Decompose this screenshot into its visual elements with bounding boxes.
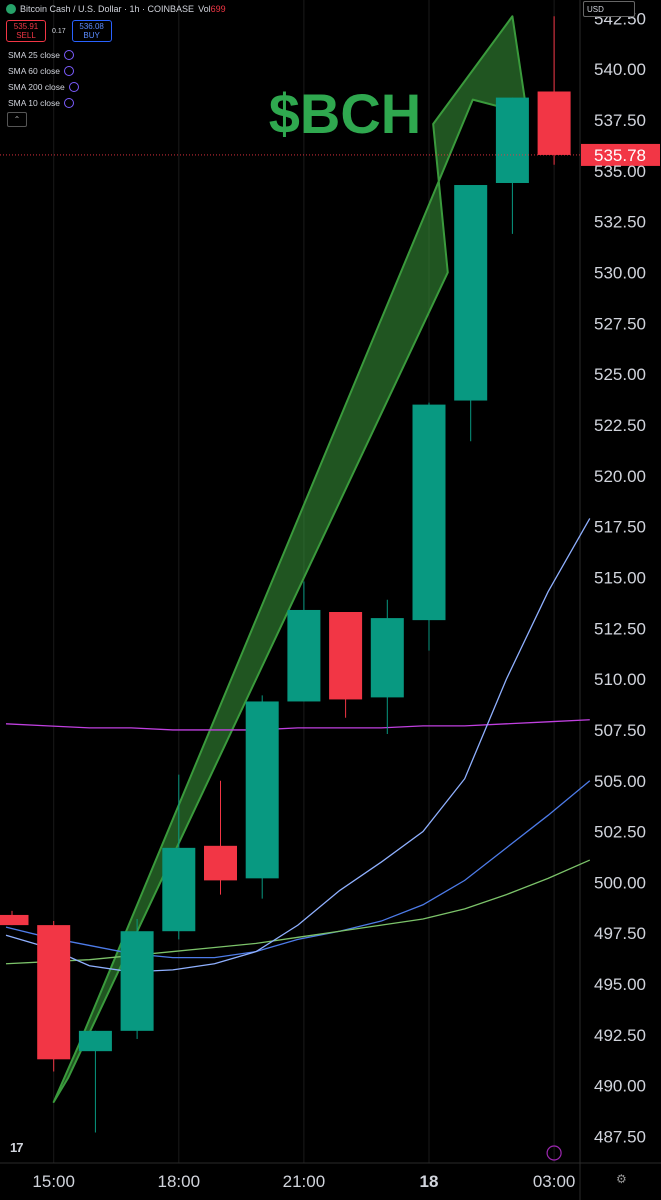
- candle-body-8: [329, 611, 363, 700]
- ticker-annotation: $BCH: [269, 82, 421, 145]
- visibility-icon[interactable]: [63, 66, 74, 76]
- visibility-icon[interactable]: [63, 98, 74, 108]
- price-tick-label: 540.00: [594, 60, 646, 79]
- candle-body-2: [78, 1030, 112, 1052]
- price-tick-label: 517.50: [594, 518, 646, 537]
- price-tick-label: 497.50: [594, 924, 646, 943]
- candle-body-5: [204, 845, 237, 881]
- buy-button[interactable]: 536.08 BUY: [71, 20, 112, 42]
- time-axis[interactable]: 15:00 18:00 21:00 18 03:00: [32, 1145, 576, 1191]
- buy-price: 536.08: [79, 22, 104, 31]
- price-tick-label: 490.00: [594, 1077, 646, 1096]
- price-tick-label: 492.50: [594, 1026, 646, 1045]
- price-tick-label: 522.50: [594, 416, 646, 435]
- symbol-title[interactable]: Bitcoin Cash / U.S. Dollar · 1h · COINBA…: [20, 4, 195, 14]
- time-tick-label: 18: [420, 1172, 439, 1191]
- price-tick-label: 525.00: [594, 365, 646, 384]
- candle-body-13: [537, 91, 571, 155]
- candle-body-12: [495, 97, 529, 183]
- indicator-sma-25[interactable]: SMA 25 close: [8, 47, 79, 63]
- candle-body-4: [162, 847, 196, 932]
- time-tick-label: 03:00: [533, 1172, 576, 1191]
- price-tick-label: 512.50: [594, 619, 646, 638]
- visibility-icon[interactable]: [68, 82, 79, 92]
- price-tick-label: 515.00: [594, 568, 646, 587]
- indicator-sma-10[interactable]: SMA 10 close: [8, 95, 79, 111]
- price-tick-label: 532.50: [594, 213, 646, 232]
- last-price-label-bg: [581, 143, 660, 166]
- time-tick-label: 18:00: [158, 1172, 201, 1191]
- price-tick-label: 510.00: [594, 670, 646, 689]
- indicator-sma-60[interactable]: SMA 60 close: [8, 63, 79, 79]
- sma-line-3: [5, 518, 591, 973]
- sell-button[interactable]: 535.91 SELL: [6, 20, 46, 42]
- price-tick-label: 505.00: [594, 772, 646, 791]
- indicator-legend: SMA 25 close SMA 60 close SMA 200 close …: [8, 47, 79, 111]
- trade-buttons: 535.91 SELL 0.17 536.08 BUY: [6, 20, 112, 42]
- candle-body-1: [37, 925, 71, 1060]
- bitcoin-cash-logo-icon: [6, 4, 16, 14]
- sell-price: 535.91: [13, 22, 39, 31]
- tradingview-logo-icon[interactable]: 17: [10, 1140, 24, 1155]
- buy-label: BUY: [83, 31, 100, 40]
- collapse-legend-button[interactable]: ⌃: [7, 112, 27, 127]
- events-marker-icon: [546, 1145, 562, 1161]
- price-tick-label: 487.50: [594, 1128, 646, 1147]
- candle-body-7: [287, 609, 321, 702]
- currency-selector[interactable]: USD: [583, 1, 635, 17]
- sma-line-0: [5, 780, 591, 959]
- sell-label: SELL: [16, 31, 36, 40]
- price-tick-label: 530.00: [594, 263, 646, 282]
- symbol-row[interactable]: Bitcoin Cash / U.S. Dollar · 1h · COINBA…: [6, 4, 226, 14]
- last-price-label: 535.78: [594, 146, 646, 165]
- candle-body-9: [370, 618, 404, 698]
- sma-lines: [5, 518, 591, 973]
- visibility-icon[interactable]: [63, 50, 74, 60]
- price-tick-label: 500.00: [594, 873, 646, 892]
- price-tick-label: 495.00: [594, 975, 646, 994]
- candle-body-11: [454, 185, 488, 401]
- time-tick-label: 15:00: [32, 1172, 75, 1191]
- settings-gear-icon[interactable]: ⚙: [616, 1172, 627, 1186]
- price-tick-label: 527.50: [594, 314, 646, 333]
- indicator-sma-200[interactable]: SMA 200 close: [8, 79, 79, 95]
- last-price-line: 535.78: [0, 143, 660, 166]
- price-tick-label: 507.50: [594, 721, 646, 740]
- price-tick-label: 537.50: [594, 111, 646, 130]
- volume-label: Vol699: [198, 4, 226, 14]
- candles: [0, 16, 571, 1133]
- sma-line-2: [5, 719, 590, 731]
- price-axis[interactable]: 487.50 490.00 492.50 495.00 497.50 500.00 502.…: [594, 9, 646, 1146]
- candle-body-10: [412, 404, 446, 621]
- spread-value: 0.17: [52, 27, 66, 35]
- time-tick-label: 21:00: [283, 1172, 326, 1191]
- candle-body-6: [245, 701, 279, 879]
- price-tick-label: 535.00: [594, 162, 646, 181]
- price-tick-label: 520.00: [594, 467, 646, 486]
- candle-body-3: [120, 931, 154, 1031]
- sma-line-1: [5, 859, 591, 965]
- price-tick-label: 502.50: [594, 823, 646, 842]
- candle-body-0: [0, 914, 29, 926]
